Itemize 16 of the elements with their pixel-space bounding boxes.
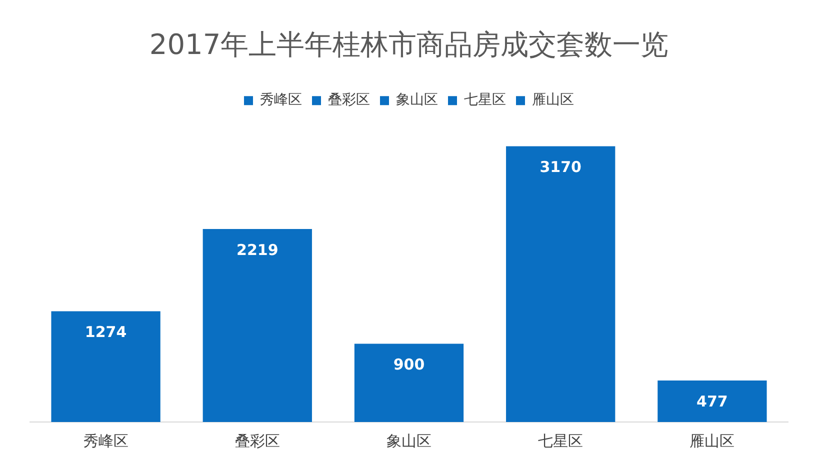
x-tick-label: 象山区 xyxy=(386,432,432,450)
x-tick-label: 叠彩区 xyxy=(234,432,280,450)
data-label: 477 xyxy=(696,392,728,410)
data-label: 3170 xyxy=(540,158,582,176)
data-label: 2219 xyxy=(236,240,278,259)
legend-label: 雁山区 xyxy=(532,92,574,108)
chart-title: 2017年上半年桂林市商品房成交套数一览 xyxy=(149,28,669,62)
legend-label: 叠彩区 xyxy=(328,92,370,108)
legend-label: 秀峰区 xyxy=(260,92,302,108)
x-tick-label: 秀峰区 xyxy=(83,432,128,450)
legend-label: 七星区 xyxy=(464,92,506,108)
data-label: 1274 xyxy=(84,323,127,342)
data-label: 900 xyxy=(393,356,425,374)
legend-label: 象山区 xyxy=(396,92,438,108)
x-tick-label: 雁山区 xyxy=(690,432,735,450)
x-tick-label: 七星区 xyxy=(538,432,584,450)
